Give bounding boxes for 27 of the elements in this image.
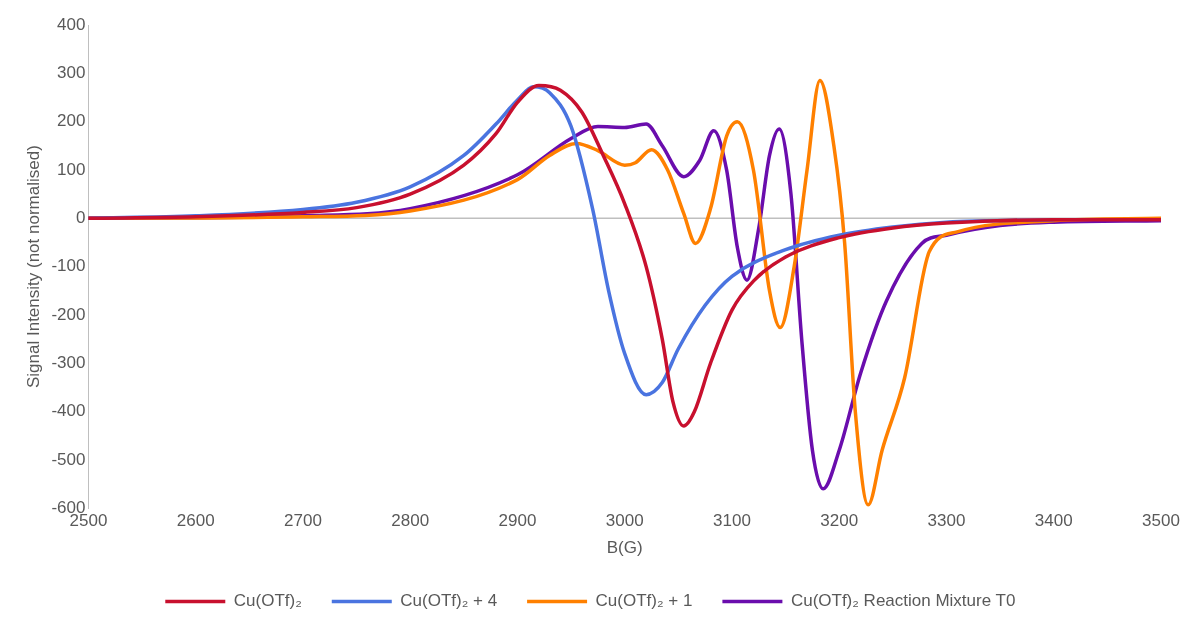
y-tick-label: 0: [75, 207, 86, 227]
x-tick-label: 3000: [605, 511, 644, 531]
x-tick-label: 3200: [820, 511, 859, 531]
y-tick-label: -300: [51, 352, 86, 372]
y-tick-label: -100: [51, 256, 86, 276]
x-axis-title: B(G): [606, 538, 643, 558]
x-tick-label: 2800: [391, 511, 430, 531]
y-tick-label: 100: [57, 159, 86, 179]
legend-label: Cu(OTf)₂ + 4: [400, 591, 498, 611]
y-tick-label: -500: [51, 449, 86, 469]
legend-label: Cu(OTf)₂ Reaction Mixture T0: [790, 591, 1016, 611]
y-axis-title: Signal Intensity (not normalised): [23, 145, 43, 389]
y-tick-label: 300: [57, 63, 86, 83]
legend-label: Cu(OTf)₂: [233, 591, 302, 611]
x-tick-label: 3500: [1142, 511, 1180, 531]
y-tick-label: 400: [57, 14, 86, 34]
x-tick-label: 2900: [498, 511, 537, 531]
x-tick-label: 3100: [713, 511, 751, 531]
y-tick-label: -400: [51, 401, 86, 421]
x-tick-label: 2700: [284, 511, 322, 531]
x-tick-label: 2600: [176, 511, 215, 531]
line-series: [88, 83, 1161, 428]
x-tick-label: 3400: [1034, 511, 1073, 531]
y-tick-label: 200: [57, 111, 86, 131]
legend-label: Cu(OTf)₂ + 1: [595, 591, 693, 611]
x-tick-label: 3300: [927, 511, 966, 531]
y-tick-label: -200: [51, 304, 86, 324]
